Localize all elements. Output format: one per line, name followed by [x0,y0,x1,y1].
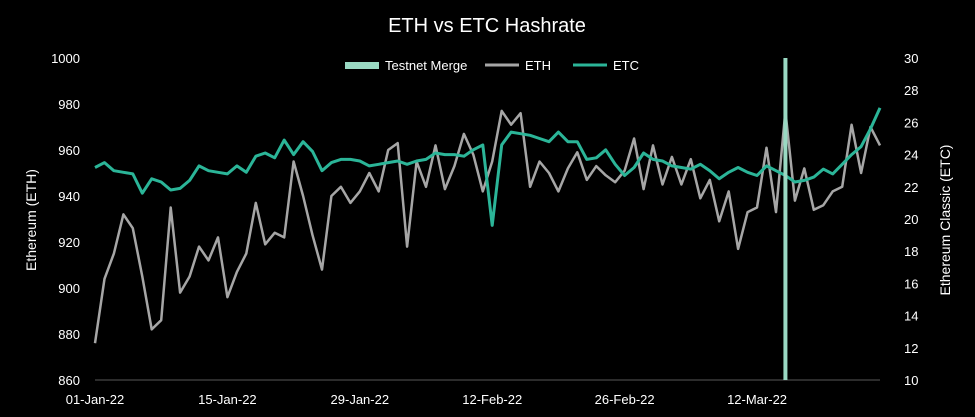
y2-tick-label: 22 [904,180,918,195]
y-axis-label: Ethereum (ETH) [23,169,39,271]
legend-label-eth: ETH [525,58,551,73]
y2-tick-label: 30 [904,51,918,66]
y2-tick-label: 20 [904,212,918,227]
y2-tick-label: 28 [904,83,918,98]
testnet-merge-marker [783,58,788,380]
series-line-etc [94,107,882,227]
x-axis-ticks: 01-Jan-22 15-Jan-22 29-Jan-22 12-Feb-22 … [66,392,787,407]
legend: Testnet Merge ETH ETC [345,58,639,73]
y-axis-ticks: 1000 980 960 940 920 900 880 860 [51,51,80,388]
x-tick-label: 29-Jan-22 [331,392,390,407]
y-tick-label: 940 [58,189,80,204]
y-tick-label: 1000 [51,51,80,66]
legend-swatch-testnet-merge [345,62,379,69]
y2-tick-label: 16 [904,276,918,291]
y2-tick-label: 14 [904,309,918,324]
y-tick-label: 920 [58,235,80,250]
y-tick-label: 900 [58,281,80,296]
legend-label-testnet-merge: Testnet Merge [385,58,467,73]
y2-tick-label: 18 [904,244,918,259]
plot-area [93,58,882,381]
x-tick-label: 12-Feb-22 [462,392,522,407]
x-tick-label: 01-Jan-22 [66,392,125,407]
y2-tick-label: 12 [904,341,918,356]
y-tick-label: 860 [58,373,80,388]
chart-title: ETH vs ETC Hashrate [388,15,586,37]
y-tick-label: 880 [58,327,80,342]
legend-label-etc: ETC [613,58,639,73]
y2-tick-label: 24 [904,148,918,163]
y2-axis-ticks: 30 28 26 24 22 20 18 16 14 12 10 [904,51,918,388]
y-tick-label: 980 [58,97,80,112]
y2-tick-label: 26 [904,115,918,130]
y2-axis-label: Ethereum Classic (ETC) [937,145,953,296]
y-tick-label: 960 [58,143,80,158]
y2-tick-label: 10 [904,373,918,388]
x-tick-label: 26-Feb-22 [595,392,655,407]
x-tick-label: 12-Mar-22 [727,392,787,407]
x-tick-label: 15-Jan-22 [198,392,257,407]
